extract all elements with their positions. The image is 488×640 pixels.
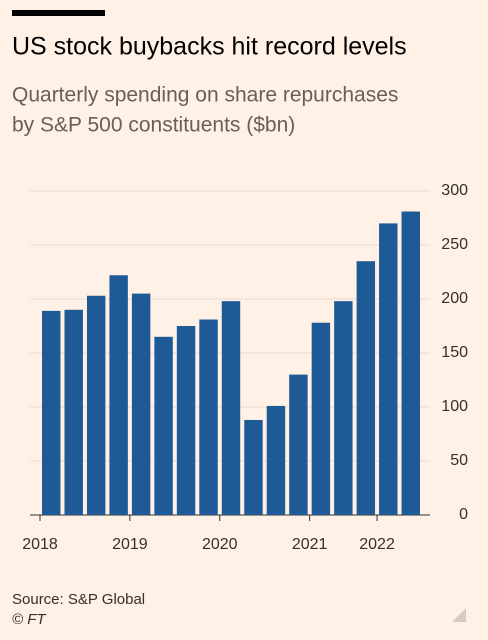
x-tick-label: 2019 xyxy=(112,536,148,553)
y-tick-label: 150 xyxy=(441,344,468,361)
bar xyxy=(289,374,308,515)
bar xyxy=(221,301,241,515)
header-bar xyxy=(12,10,105,16)
bar xyxy=(42,310,61,515)
bar xyxy=(64,309,83,515)
source: Source: S&P Global xyxy=(12,591,145,608)
y-tick-label: 250 xyxy=(441,236,468,253)
bar xyxy=(154,336,173,515)
bar xyxy=(266,405,286,515)
bar xyxy=(334,301,353,515)
x-tick-label: 2020 xyxy=(202,536,238,553)
bar xyxy=(131,293,151,515)
chart-title: US stock buybacks hit record levels xyxy=(12,33,407,61)
y-tick-label: 100 xyxy=(441,398,468,415)
y-tick-label: 0 xyxy=(459,506,468,523)
y-tick-label: 50 xyxy=(450,452,468,469)
x-tick-label: 2021 xyxy=(292,536,328,553)
corner-icon xyxy=(452,608,466,622)
bar xyxy=(199,319,218,515)
chart-subtitle: by S&P 500 constituents ($bn) xyxy=(12,114,295,137)
bar xyxy=(401,211,420,515)
bar xyxy=(379,223,398,515)
bar xyxy=(109,275,128,515)
chart-subtitle: Quarterly spending on share repurchases xyxy=(12,84,398,107)
y-tick-label: 200 xyxy=(441,290,468,307)
x-tick-label: 2022 xyxy=(359,536,395,553)
bar xyxy=(244,419,263,515)
bar xyxy=(311,322,331,515)
x-tick-label: 2018 xyxy=(22,536,58,553)
bar xyxy=(86,295,106,515)
bar xyxy=(176,326,196,515)
credit: © FT xyxy=(12,611,47,628)
y-tick-label: 300 xyxy=(441,182,468,199)
bar xyxy=(356,261,376,515)
